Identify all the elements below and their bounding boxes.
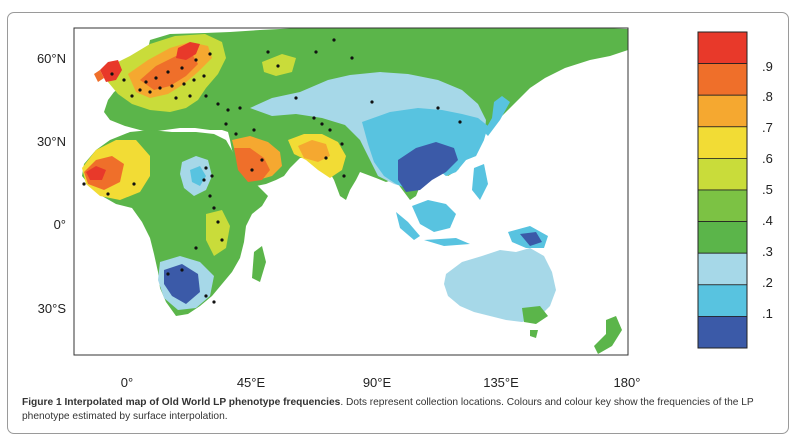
key-border <box>697 31 748 349</box>
key-swatch-8 <box>697 284 748 317</box>
region-tasmania <box>530 330 538 338</box>
region-east-africa-south <box>206 210 230 256</box>
key-swatch-2 <box>697 94 748 128</box>
key-swatch-4 <box>697 157 748 191</box>
key-label-7: .2 <box>762 275 773 290</box>
landmass-ireland <box>94 70 104 82</box>
lon-label-90e: 90°E <box>363 375 392 390</box>
lat-label-0: 0° <box>54 217 66 232</box>
region-scandinavia <box>176 42 200 60</box>
lon-label-180: 180° <box>614 375 641 390</box>
key-swatch-5 <box>697 189 748 223</box>
key-label-0: .9 <box>762 59 773 74</box>
region-south-asia-high <box>298 140 330 162</box>
key-swatch-7 <box>697 252 748 286</box>
landmass-britain <box>100 60 122 82</box>
landmass-java <box>424 238 470 246</box>
key-label-4: .5 <box>762 182 773 197</box>
landmass-se-asia-islands <box>412 200 456 232</box>
key-label-1: .8 <box>762 89 773 104</box>
caption-title: Figure 1 Interpolated map of Old World L… <box>22 397 341 408</box>
figure-caption: Figure 1 Interpolated map of Old World L… <box>22 396 782 424</box>
key-label-8: .1 <box>762 306 773 321</box>
landmass-madagascar <box>252 246 266 282</box>
key-swatch-6 <box>697 221 748 254</box>
colour-key-labels: .9 .8 .7 .6 .5 .4 .3 .2 .1 <box>762 59 773 321</box>
lon-label-45e: 45°E <box>237 375 266 390</box>
region-west-africa-peak <box>86 166 106 180</box>
key-label-5: .4 <box>762 213 773 228</box>
region-east-africa-low <box>190 166 206 186</box>
colour-key <box>697 31 748 349</box>
region-arabia <box>234 148 270 182</box>
key-swatch-1 <box>697 63 748 96</box>
map-border <box>73 27 629 356</box>
key-label-6: .3 <box>762 244 773 259</box>
region-southern-africa-low <box>164 264 200 304</box>
key-label-2: .7 <box>762 120 773 135</box>
region-china <box>398 142 458 192</box>
lat-label-30s: 30°S <box>38 301 67 316</box>
caption-text: . Dots represent collection locations. C… <box>22 397 754 422</box>
collection-dots <box>82 38 462 304</box>
landmass-australia <box>444 248 556 322</box>
key-swatch-0 <box>697 31 748 65</box>
lat-label-30n: 30°N <box>37 134 66 149</box>
lat-label-60n: 60°N <box>37 51 66 66</box>
region-new-guinea-low <box>520 232 542 246</box>
lon-label-135e: 135°E <box>483 375 519 390</box>
landmass-new-zealand <box>594 316 622 354</box>
key-label-3: .6 <box>762 151 773 166</box>
key-swatch-3 <box>697 126 748 159</box>
landmass-japan <box>484 96 510 136</box>
lon-label-0: 0° <box>121 375 133 390</box>
landmass-sumatra <box>396 212 420 240</box>
key-swatch-9 <box>697 315 748 349</box>
region-australia-southeast <box>522 306 548 324</box>
landmass-philippines <box>472 164 488 200</box>
